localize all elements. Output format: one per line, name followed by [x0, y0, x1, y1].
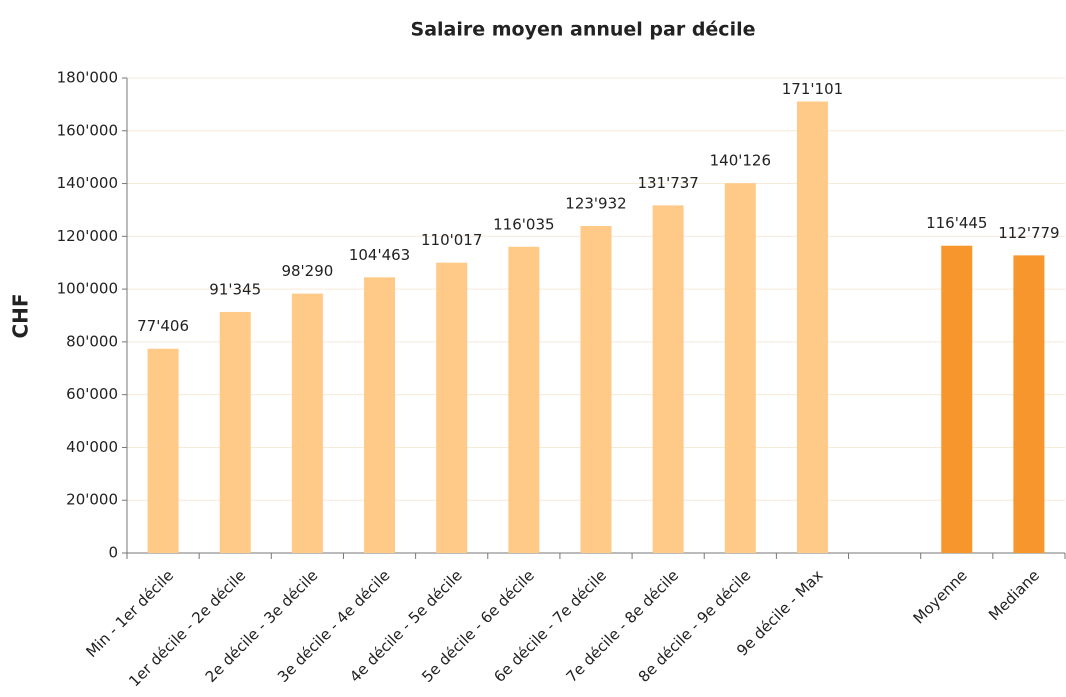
- y-tick-label: 0: [108, 544, 118, 562]
- value-label: 112'779: [998, 224, 1059, 242]
- bar: [291, 293, 323, 553]
- bar: [580, 225, 612, 554]
- y-tick-label: 140'000: [57, 174, 118, 192]
- value-label: 91'345: [209, 280, 261, 298]
- y-tick-label: 180'000: [57, 69, 118, 87]
- x-tick-label: Moyenne: [910, 566, 971, 627]
- y-tick-label: 80'000: [66, 332, 118, 350]
- x-tick-label: 1er décile - 2e décile: [125, 566, 249, 690]
- value-label: 98'290: [281, 262, 333, 280]
- bar: [436, 262, 468, 553]
- bar: [364, 277, 396, 553]
- chart-title: Salaire moyen annuel par décile: [411, 19, 756, 41]
- value-label: 116'445: [926, 214, 987, 232]
- y-tick-label: 120'000: [57, 227, 118, 245]
- y-tick-label: 40'000: [66, 438, 118, 456]
- bar: [796, 101, 828, 554]
- value-label: 77'406: [137, 317, 189, 335]
- y-tick-label: 60'000: [66, 385, 118, 403]
- value-label: 104'463: [349, 246, 410, 264]
- y-tick-label: 20'000: [66, 491, 118, 509]
- value-label: 123'932: [565, 194, 626, 212]
- value-label: 171'101: [782, 80, 843, 98]
- y-axis-label: CHF: [9, 293, 33, 338]
- bar: [724, 183, 756, 553]
- y-tick-label: 160'000: [57, 121, 118, 139]
- value-label: 110'017: [421, 231, 482, 249]
- value-label: 116'035: [493, 215, 554, 233]
- bar: [941, 245, 973, 553]
- value-label: 131'737: [637, 174, 698, 192]
- x-tick-label: Mediane: [985, 566, 1043, 624]
- bar: [219, 311, 251, 553]
- bar: [147, 348, 179, 553]
- bar: [508, 246, 540, 554]
- bar: [652, 205, 684, 553]
- value-label: 140'126: [710, 152, 771, 170]
- y-tick-label: 100'000: [57, 280, 118, 298]
- bar: [1013, 255, 1045, 554]
